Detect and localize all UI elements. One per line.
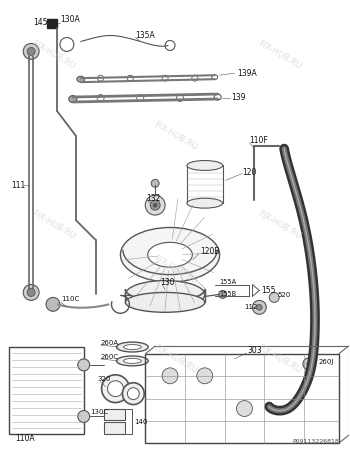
Text: 140: 140 <box>134 419 148 425</box>
Text: FIX-HUB.RU: FIX-HUB.RU <box>152 120 198 152</box>
Text: FIX-HUB.RU: FIX-HUB.RU <box>256 39 302 72</box>
Circle shape <box>27 47 35 55</box>
Text: 130: 130 <box>160 278 175 287</box>
Text: 132: 132 <box>146 194 161 202</box>
Text: 139: 139 <box>232 93 246 102</box>
Circle shape <box>307 362 311 366</box>
Text: 120B: 120B <box>200 248 219 256</box>
Ellipse shape <box>187 161 223 171</box>
Text: 155B: 155B <box>220 292 237 297</box>
Bar <box>9 347 84 434</box>
Ellipse shape <box>69 95 77 103</box>
Text: 155A: 155A <box>220 279 237 284</box>
Text: 110C: 110C <box>61 297 79 302</box>
Text: 520: 520 <box>277 292 290 298</box>
Circle shape <box>192 75 198 81</box>
Text: 260A: 260A <box>100 340 119 346</box>
Text: FIX-HUB.RU: FIX-HUB.RU <box>152 343 198 375</box>
Ellipse shape <box>125 292 205 312</box>
Circle shape <box>145 195 165 215</box>
Ellipse shape <box>122 383 144 405</box>
Text: FIX-HUB.RU: FIX-HUB.RU <box>30 39 77 72</box>
Text: 155: 155 <box>261 286 276 295</box>
Ellipse shape <box>187 198 223 208</box>
Text: 145: 145 <box>33 18 48 27</box>
Text: FIX-HUB.RU: FIX-HUB.RU <box>152 253 198 286</box>
Circle shape <box>303 358 315 370</box>
Ellipse shape <box>102 375 130 403</box>
Circle shape <box>237 400 252 416</box>
Text: 139A: 139A <box>238 69 257 78</box>
Circle shape <box>162 368 178 384</box>
Circle shape <box>162 75 168 81</box>
Circle shape <box>256 304 262 310</box>
Text: 110F: 110F <box>250 136 268 145</box>
Circle shape <box>27 288 35 297</box>
Circle shape <box>137 94 144 102</box>
Text: FIX-HUB.RU: FIX-HUB.RU <box>256 343 302 375</box>
Circle shape <box>97 94 104 102</box>
Ellipse shape <box>77 76 85 82</box>
Text: FIX-HUB.RU: FIX-HUB.RU <box>30 209 77 241</box>
Ellipse shape <box>127 388 139 400</box>
Text: 303: 303 <box>247 346 262 356</box>
Ellipse shape <box>124 359 141 364</box>
Text: 112: 112 <box>244 304 258 310</box>
Circle shape <box>78 410 90 423</box>
Circle shape <box>269 292 279 302</box>
Bar <box>104 409 125 420</box>
Circle shape <box>176 94 183 102</box>
Text: FIX-HUB.RU: FIX-HUB.RU <box>256 209 302 241</box>
Text: 135A: 135A <box>135 31 155 40</box>
Bar <box>145 354 339 443</box>
Ellipse shape <box>148 243 192 267</box>
Circle shape <box>150 200 160 210</box>
Circle shape <box>46 297 60 311</box>
Text: P09113226818: P09113226818 <box>292 439 339 444</box>
Circle shape <box>153 203 157 207</box>
Text: 260C: 260C <box>100 354 119 360</box>
Circle shape <box>197 368 213 384</box>
Circle shape <box>98 75 104 81</box>
Text: 111: 111 <box>11 181 26 190</box>
Circle shape <box>23 284 39 301</box>
Ellipse shape <box>117 356 148 366</box>
Circle shape <box>219 291 226 298</box>
Circle shape <box>78 359 90 371</box>
Bar <box>47 18 57 27</box>
Text: 120: 120 <box>243 168 257 177</box>
Circle shape <box>127 75 133 81</box>
Bar <box>187 166 223 203</box>
Text: 320: 320 <box>98 376 111 382</box>
Ellipse shape <box>120 228 220 282</box>
Ellipse shape <box>117 342 148 352</box>
Text: 110A: 110A <box>15 434 35 443</box>
Ellipse shape <box>125 280 205 308</box>
Ellipse shape <box>124 345 141 350</box>
Ellipse shape <box>107 381 124 396</box>
Text: 130A: 130A <box>60 15 80 24</box>
Circle shape <box>23 44 39 59</box>
Bar <box>104 423 125 434</box>
Text: 260J: 260J <box>319 359 334 365</box>
Text: 130C: 130C <box>91 409 109 414</box>
Circle shape <box>151 180 159 187</box>
Circle shape <box>252 301 266 314</box>
